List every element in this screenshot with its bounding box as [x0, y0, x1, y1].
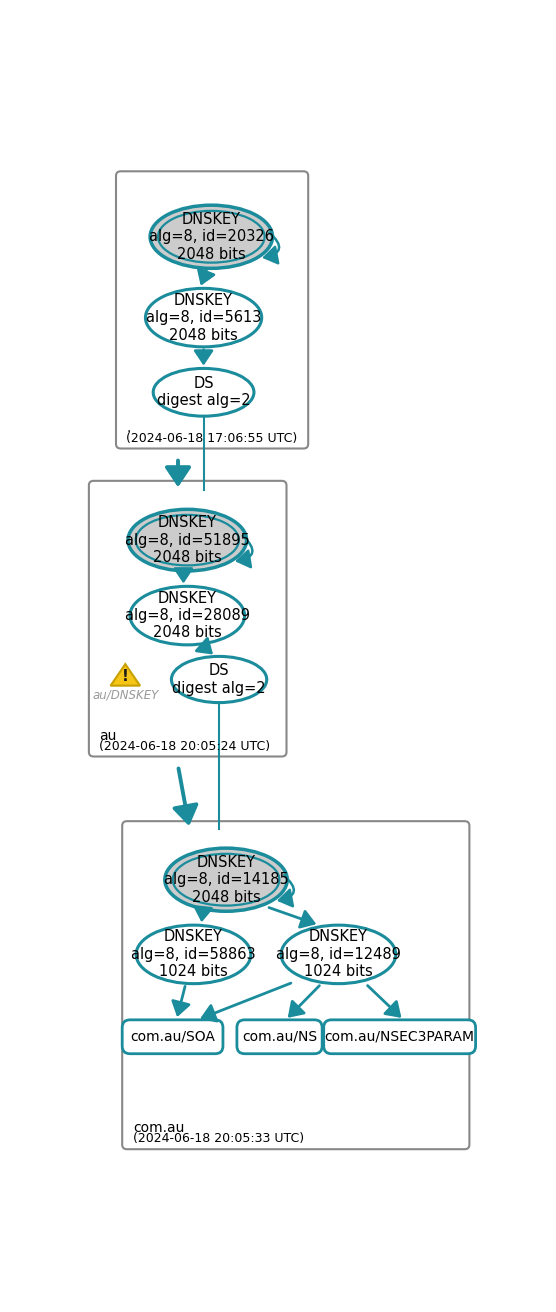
Ellipse shape [171, 656, 267, 703]
Text: !: ! [122, 669, 129, 684]
Text: DNSKEY
alg=8, id=20326
2048 bits: DNSKEY alg=8, id=20326 2048 bits [149, 211, 274, 261]
FancyArrowPatch shape [198, 269, 214, 283]
FancyArrowPatch shape [195, 349, 212, 363]
Text: au: au [99, 729, 116, 744]
FancyArrowPatch shape [202, 983, 291, 1021]
FancyArrowPatch shape [195, 907, 211, 920]
FancyArrowPatch shape [173, 987, 189, 1014]
Text: (2024-06-18 20:05:33 UTC): (2024-06-18 20:05:33 UTC) [133, 1132, 304, 1145]
Text: au/DNSKEY: au/DNSKEY [92, 689, 158, 702]
FancyBboxPatch shape [122, 1019, 223, 1054]
Text: (2024-06-18 20:05:24 UTC): (2024-06-18 20:05:24 UTC) [99, 740, 270, 753]
FancyArrowPatch shape [175, 769, 196, 823]
FancyArrowPatch shape [264, 232, 279, 264]
Text: DNSKEY
alg=8, id=28089
2048 bits: DNSKEY alg=8, id=28089 2048 bits [125, 590, 250, 640]
Polygon shape [111, 664, 140, 686]
FancyArrowPatch shape [237, 535, 252, 567]
FancyBboxPatch shape [324, 1019, 475, 1054]
Ellipse shape [136, 925, 251, 984]
FancyArrowPatch shape [368, 985, 400, 1017]
Ellipse shape [153, 369, 254, 416]
Text: DS
digest alg=2: DS digest alg=2 [157, 377, 250, 408]
Text: DNSKEY
alg=8, id=5613
2048 bits: DNSKEY alg=8, id=5613 2048 bits [146, 293, 261, 342]
FancyArrowPatch shape [279, 875, 294, 907]
Text: com.au/NS: com.au/NS [242, 1030, 317, 1044]
Ellipse shape [128, 509, 247, 571]
FancyBboxPatch shape [122, 821, 469, 1149]
FancyBboxPatch shape [237, 1019, 322, 1054]
Text: DNSKEY
alg=8, id=14185
2048 bits: DNSKEY alg=8, id=14185 2048 bits [163, 855, 289, 904]
Text: DNSKEY
alg=8, id=12489
1024 bits: DNSKEY alg=8, id=12489 1024 bits [276, 929, 401, 979]
Text: com.au/NSEC3PARAM: com.au/NSEC3PARAM [325, 1030, 475, 1044]
Text: DNSKEY
alg=8, id=58863
1024 bits: DNSKEY alg=8, id=58863 1024 bits [131, 929, 256, 979]
Text: DS
digest alg=2: DS digest alg=2 [172, 664, 266, 695]
Text: DNSKEY
alg=8, id=51895
2048 bits: DNSKEY alg=8, id=51895 2048 bits [125, 516, 250, 565]
Ellipse shape [150, 205, 272, 269]
FancyArrowPatch shape [167, 461, 189, 484]
FancyBboxPatch shape [89, 480, 286, 757]
Ellipse shape [130, 586, 245, 646]
Ellipse shape [165, 848, 287, 912]
FancyArrowPatch shape [290, 985, 320, 1015]
FancyArrowPatch shape [175, 568, 192, 581]
FancyArrowPatch shape [196, 639, 211, 653]
Text: .: . [126, 421, 131, 436]
FancyArrowPatch shape [269, 908, 314, 928]
Ellipse shape [281, 925, 396, 984]
Ellipse shape [146, 289, 262, 346]
Text: com.au/SOA: com.au/SOA [130, 1030, 215, 1044]
Text: com.au: com.au [133, 1120, 185, 1135]
FancyBboxPatch shape [116, 172, 308, 449]
Text: (2024-06-18 17:06:55 UTC): (2024-06-18 17:06:55 UTC) [126, 432, 297, 445]
